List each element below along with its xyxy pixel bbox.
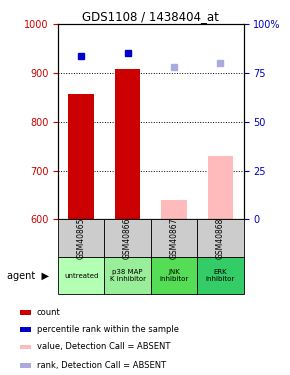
Text: p38 MAP
K inhibitor: p38 MAP K inhibitor bbox=[110, 269, 146, 282]
Bar bbox=[197, 219, 244, 257]
Text: GSM40867: GSM40867 bbox=[169, 217, 179, 259]
Bar bbox=[104, 219, 151, 257]
Bar bbox=[20, 345, 31, 350]
Text: rank, Detection Call = ABSENT: rank, Detection Call = ABSENT bbox=[37, 361, 166, 370]
Text: agent  ▶: agent ▶ bbox=[7, 271, 49, 280]
Bar bbox=[58, 219, 104, 257]
Bar bbox=[208, 156, 233, 219]
Bar bbox=[104, 257, 151, 294]
Text: percentile rank within the sample: percentile rank within the sample bbox=[37, 325, 179, 334]
Text: GSM40866: GSM40866 bbox=[123, 217, 132, 259]
Text: count: count bbox=[37, 308, 60, 317]
Bar bbox=[20, 327, 31, 332]
Bar bbox=[20, 310, 31, 315]
Bar bbox=[20, 363, 31, 368]
Text: value, Detection Call = ABSENT: value, Detection Call = ABSENT bbox=[37, 342, 170, 351]
Title: GDS1108 / 1438404_at: GDS1108 / 1438404_at bbox=[82, 10, 219, 23]
Bar bbox=[161, 200, 187, 219]
Bar bbox=[197, 257, 244, 294]
Text: untreated: untreated bbox=[64, 273, 98, 279]
Bar bbox=[58, 257, 104, 294]
Bar bbox=[151, 257, 197, 294]
Bar bbox=[68, 94, 94, 219]
Text: GSM40868: GSM40868 bbox=[216, 217, 225, 259]
Text: JNK
inhibitor: JNK inhibitor bbox=[160, 269, 188, 282]
Bar bbox=[115, 69, 140, 219]
Text: GSM40865: GSM40865 bbox=[77, 217, 86, 259]
Bar bbox=[151, 219, 197, 257]
Text: ERK
inhibitor: ERK inhibitor bbox=[206, 269, 235, 282]
